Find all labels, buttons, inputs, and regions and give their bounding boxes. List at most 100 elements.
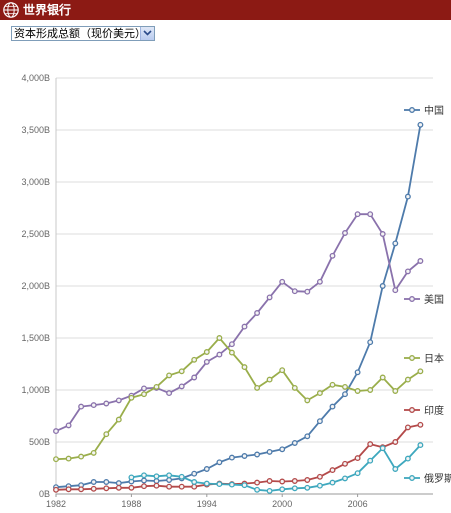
series-中国-point	[354, 369, 361, 376]
series-美国-point	[228, 341, 235, 348]
series-印度-point	[115, 484, 122, 491]
series-中国-point	[291, 440, 298, 446]
series-美国-point	[216, 351, 223, 358]
series-美国-point	[141, 385, 147, 392]
series-印度-point	[65, 486, 72, 493]
legend-marker-dot	[409, 296, 415, 302]
series-日本-point	[216, 335, 223, 341]
series-印度-point	[153, 482, 160, 489]
series-日本-point	[153, 383, 160, 390]
x-tick-label: 1994	[197, 499, 217, 509]
series-日本-point	[203, 349, 210, 355]
y-tick-label: 2,000B	[21, 281, 50, 291]
series-日本-point	[379, 374, 386, 381]
series-俄罗斯-point	[316, 482, 323, 489]
series-俄罗斯-point	[153, 473, 160, 480]
series-俄罗斯-point	[254, 486, 261, 493]
y-tick-label: 0B	[39, 489, 50, 499]
legend-label: 日本	[424, 352, 444, 365]
series-中国-point	[141, 477, 147, 484]
series-日本-point	[241, 364, 248, 371]
series-中国-point	[153, 478, 160, 484]
series-中国-point	[115, 480, 122, 487]
series-日本-point	[191, 356, 198, 363]
y-tick-label: 500B	[29, 437, 50, 447]
series-日本-point	[90, 449, 97, 456]
legend-label: 印度	[424, 404, 444, 417]
series-俄罗斯-point	[342, 475, 348, 482]
series-印度-point	[367, 441, 374, 448]
series-日本-point	[141, 391, 147, 398]
series-印度-point	[166, 483, 173, 490]
series-印度-point	[128, 484, 135, 491]
series-日本-point	[354, 388, 361, 394]
series-中国-point	[166, 477, 173, 483]
series-美国-point	[404, 268, 411, 275]
series-美国-point	[342, 230, 348, 236]
series-日本-point	[342, 383, 348, 390]
series-印度-point	[53, 486, 59, 493]
series-中国-point	[379, 283, 386, 289]
series-俄罗斯-point	[228, 481, 235, 488]
y-tick-label: 2,500B	[21, 229, 50, 239]
legend-label: 中国	[424, 104, 444, 117]
series-日本-point	[178, 368, 185, 375]
series-美国-point	[78, 403, 85, 410]
indicator-select[interactable]: 资本形成总额（现价美元）	[11, 26, 155, 41]
series-中国-point	[329, 403, 336, 410]
series-美国-point	[291, 288, 298, 295]
series-日本-point	[367, 387, 374, 393]
series-印度-point	[354, 455, 361, 462]
series-印度-point	[141, 483, 147, 490]
series-美国-point	[304, 288, 311, 295]
series-俄罗斯-point	[367, 457, 374, 464]
series-日本-point	[316, 390, 323, 397]
x-tick-label: 1988	[121, 499, 141, 509]
chevron-down-icon	[143, 30, 152, 36]
series-美国-point	[279, 278, 286, 285]
series-印度-point	[392, 439, 399, 445]
series-印度-point	[316, 473, 323, 480]
series-美国-point	[254, 310, 261, 316]
series-印度-point	[90, 485, 97, 492]
series-俄罗斯-point	[379, 445, 386, 452]
series-美国-point	[65, 422, 72, 429]
series-美国-point	[115, 397, 122, 404]
legend-label: 俄罗斯	[424, 472, 451, 485]
series-美国-point	[354, 211, 361, 218]
series-美国-point	[203, 358, 210, 365]
series-日本-line	[55, 337, 421, 461]
x-tick-label: 1982	[46, 499, 66, 509]
series-中国-point	[266, 448, 273, 455]
series-日本-point	[128, 394, 135, 401]
dropdown-button[interactable]	[140, 27, 154, 40]
series-中国-line	[55, 124, 422, 489]
series-中国-point	[254, 451, 261, 458]
series-印度-point	[254, 479, 261, 486]
series-俄罗斯-point	[166, 472, 173, 479]
indicator-select-value: 资本形成总额（现价美元）	[14, 27, 146, 40]
series-印度-point	[404, 424, 411, 431]
series-俄罗斯-point	[291, 485, 298, 492]
y-tick-label: 1,000B	[21, 385, 50, 395]
legend-label: 美国	[424, 293, 444, 306]
series-日本-point	[228, 349, 235, 356]
legend-marker-dot	[409, 475, 415, 481]
series-中国-point	[279, 446, 286, 453]
series-印度-point	[279, 478, 286, 485]
world-bank-globe-icon	[3, 2, 19, 18]
series-俄罗斯-point	[417, 442, 424, 449]
series-日本-point	[279, 367, 286, 374]
series-中国-point	[216, 459, 223, 466]
series-美国-point	[178, 383, 185, 390]
series-日本-point	[53, 456, 59, 463]
series-俄罗斯-point	[191, 479, 198, 485]
series-俄罗斯-point	[392, 466, 399, 472]
series-中国-point	[342, 391, 348, 398]
series-美国-point	[316, 278, 323, 285]
series-日本-point	[78, 453, 85, 460]
series-美国-point	[329, 252, 336, 259]
series-中国-point	[203, 466, 210, 472]
series-中国-point	[404, 193, 411, 200]
series-俄罗斯-point	[203, 480, 210, 487]
